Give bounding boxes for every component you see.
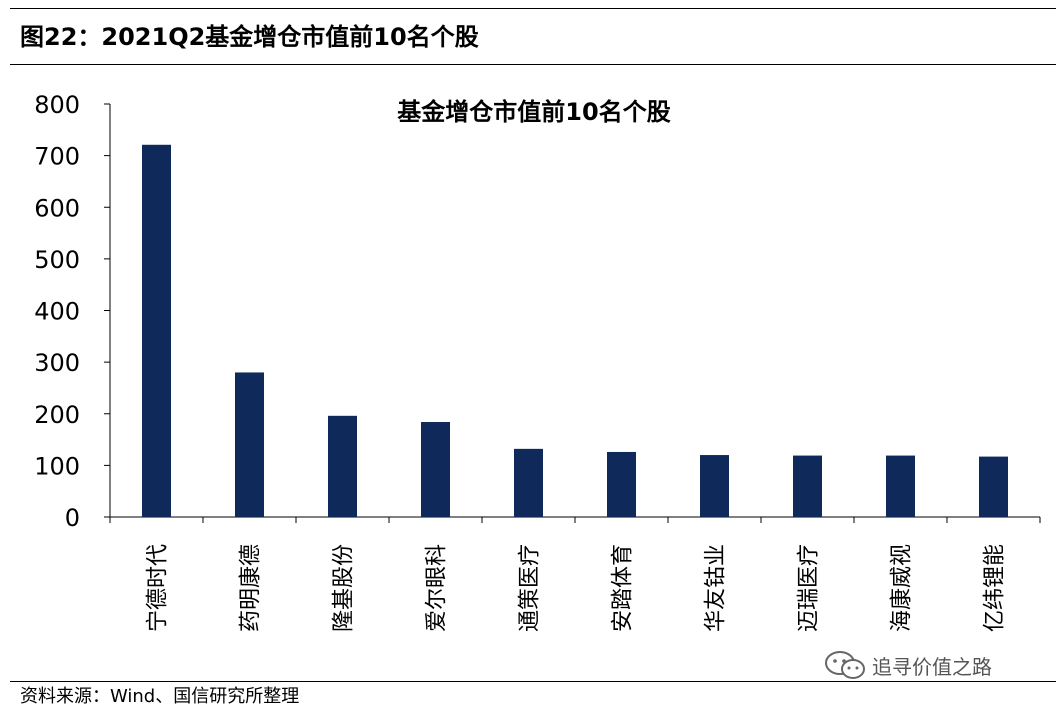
x-tick-label: 海康威视 xyxy=(890,544,915,632)
bar-chart: 基金增仓市值前10名个股 0 100 200 300 400 500 600 700 800 宁… xyxy=(34,91,1041,632)
source-rule xyxy=(10,681,1056,682)
y-tick-label: 200 xyxy=(34,401,80,429)
figure-title: 图22：2021Q2基金增仓市值前10名个股 xyxy=(20,23,479,51)
y-tick-label: 300 xyxy=(34,349,80,377)
y-tick-label: 500 xyxy=(34,246,80,274)
bar-9 xyxy=(886,455,915,517)
x-tick-label: 通策医疗 xyxy=(518,544,543,632)
bar-6 xyxy=(607,451,636,517)
bar-10 xyxy=(979,456,1008,517)
y-tick-label: 0 xyxy=(65,504,80,532)
x-tick-label: 安踏体育 xyxy=(611,544,636,632)
y-axis: 0 100 200 300 400 500 600 700 800 xyxy=(34,91,111,532)
bar-5 xyxy=(514,448,543,517)
wechat-icon xyxy=(825,651,865,679)
bar-3 xyxy=(328,415,357,517)
x-tick-label: 迈瑞医疗 xyxy=(797,544,822,632)
header-rule xyxy=(10,64,1056,65)
chart-title: 基金增仓市值前10名个股 xyxy=(397,98,670,126)
x-tick-label: 华友钴业 xyxy=(704,544,729,632)
x-tick-label: 药明康德 xyxy=(239,544,264,632)
bar-1 xyxy=(142,144,171,517)
bar-4 xyxy=(421,422,450,517)
top-rule xyxy=(10,8,1056,9)
y-tick-label: 400 xyxy=(34,298,80,326)
source-note: 资料来源：Wind、国信研究所整理 xyxy=(20,686,300,707)
y-tick-label: 100 xyxy=(34,452,80,480)
x-tick-label: 亿纬锂能 xyxy=(983,544,1008,632)
bar-8 xyxy=(793,455,822,517)
bars xyxy=(142,144,1008,517)
y-tick-label: 800 xyxy=(34,91,80,119)
bar-2 xyxy=(235,372,264,517)
x-tick-label: 隆基股份 xyxy=(332,544,357,632)
x-axis: 宁德时代 药明康德 隆基股份 爱尔眼科 通策医疗 安踏体育 华友钴业 迈瑞医疗 海康威视 亿纬锂能 xyxy=(109,516,1041,632)
watermark: 追寻价值之路 xyxy=(824,650,992,680)
y-tick-label: 600 xyxy=(34,194,80,222)
y-tick-label: 700 xyxy=(34,143,80,171)
bar-7 xyxy=(700,455,729,517)
x-tick-label: 爱尔眼科 xyxy=(425,544,450,632)
watermark-text: 追寻价值之路 xyxy=(872,654,992,679)
x-tick-label: 宁德时代 xyxy=(146,544,171,632)
